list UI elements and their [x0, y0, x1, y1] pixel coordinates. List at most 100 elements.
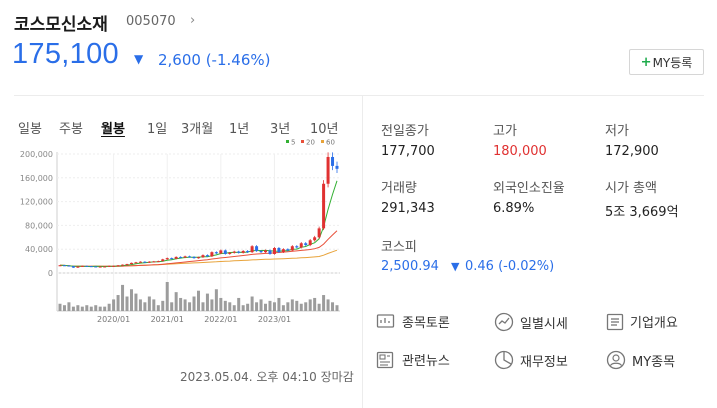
volume-bar [116, 295, 120, 311]
candle-body [228, 252, 232, 254]
candle-body [103, 266, 107, 268]
candle-body [138, 261, 142, 263]
kospi-value[interactable]: 2,500.94 [381, 259, 439, 274]
tab-daily[interactable]: 일봉 [18, 122, 42, 137]
tab-10years[interactable]: 10년 [310, 122, 339, 137]
tab-3years[interactable]: 3년 [270, 122, 291, 137]
news-icon [376, 351, 394, 368]
candle-body [304, 243, 308, 246]
candle-body [174, 256, 178, 259]
volume-bar [147, 296, 151, 311]
candle-body [121, 264, 125, 266]
down-arrow-icon: ▼ [134, 52, 144, 66]
stat-label: 시가 총액 [605, 181, 657, 196]
add-my-stock-label: MY등록 [652, 55, 693, 70]
candle-body [165, 258, 169, 260]
candle-body [112, 265, 116, 267]
add-my-stock-button[interactable]: + MY등록 [629, 49, 704, 75]
stat-high: 고가 180,000 [493, 120, 603, 159]
link-related-news[interactable]: 관련뉴스 [376, 350, 450, 369]
candle-body [67, 265, 71, 267]
volume-bar [170, 302, 174, 311]
legend-swatch [321, 140, 324, 143]
volume-bar [268, 300, 272, 311]
stat-value: 180,000 [493, 144, 547, 159]
x-tick-label: 2021/01 [151, 315, 184, 324]
stock-code[interactable]: 005070 [126, 14, 176, 29]
link-label: 기업개요 [630, 316, 678, 331]
volume-bar [223, 300, 227, 311]
volume-bar [121, 284, 125, 311]
link-label: 종목토론 [402, 316, 450, 331]
chevron-right-icon[interactable]: › [190, 13, 196, 28]
tab-1day[interactable]: 1일 [147, 122, 168, 137]
y-tick-label: 120,000 [20, 198, 53, 207]
legend-swatch [301, 140, 304, 143]
candle-body [94, 266, 98, 268]
candle-body [219, 250, 223, 254]
volume-bar [277, 297, 281, 311]
volume-bar [129, 289, 133, 311]
volume-bar [335, 305, 339, 311]
legend-label: 20 [306, 139, 315, 147]
candle-body [98, 266, 102, 268]
candle-body [299, 243, 303, 248]
stat-volume: 거래량 291,343 [381, 177, 491, 216]
candle-body [80, 265, 84, 267]
current-price: 175,100 [12, 38, 119, 70]
volume-bar [67, 302, 71, 311]
stat-label: 외국인소진율 [493, 181, 565, 196]
link-discussion[interactable]: 종목토론 [376, 312, 450, 331]
link-daily-price[interactable]: 일별시세 [494, 312, 568, 332]
x-tick-label: 2023/01 [258, 315, 291, 324]
volume-bar [143, 302, 147, 311]
stat-value: 5조 3,669억 [605, 205, 679, 220]
discussion-icon [376, 313, 395, 328]
y-tick-label: 160,000 [20, 174, 53, 183]
candle-body [290, 246, 294, 251]
y-tick-label: 200,000 [20, 150, 53, 159]
link-company-overview[interactable]: 기업개요 [606, 312, 678, 331]
volume-bar [89, 306, 93, 311]
tab-1year[interactable]: 1년 [229, 122, 250, 137]
volume-bar [250, 296, 254, 311]
candle-body [255, 246, 259, 251]
candle-body [246, 250, 250, 253]
panel-divider [362, 96, 363, 408]
stat-label: 거래량 [381, 181, 417, 196]
candle-body [259, 250, 263, 253]
volume-bar [232, 305, 236, 311]
legend-swatch [286, 140, 289, 143]
tab-3months[interactable]: 3개월 [181, 122, 214, 137]
tab-weekly[interactable]: 주봉 [59, 122, 83, 137]
volume-bar [241, 305, 245, 311]
header-divider [14, 95, 704, 96]
x-axis-labels: 2020/01 2021/01 2022/01 2023/01 [97, 315, 291, 324]
candle-body [170, 258, 174, 260]
link-my-stocks[interactable]: MY종목 [606, 350, 675, 370]
volume-bar [255, 302, 259, 311]
stat-label: 고가 [493, 124, 517, 139]
volume-bar [205, 293, 209, 311]
x-tick-label: 2020/01 [97, 315, 130, 324]
kospi-change: 0.46 (-0.02%) [465, 259, 555, 274]
stock-header: 코스모신소재 005070 › 175,100 ▼ 2,600 (-1.46%)… [0, 0, 717, 96]
ma5-line [59, 180, 338, 268]
stat-foreign-ratio: 외국인소진율 6.89% [493, 177, 603, 216]
candle-body [322, 183, 326, 229]
link-financial-info[interactable]: 재무정보 [494, 350, 568, 370]
candle-body [308, 240, 312, 246]
volume-bar [80, 306, 84, 311]
tab-monthly[interactable]: 월봉 [101, 122, 125, 137]
stock-name[interactable]: 코스모신소재 [14, 15, 108, 35]
volume-bar [94, 305, 98, 311]
legend-label: 60 [326, 139, 335, 147]
candle-body [317, 228, 321, 238]
stock-chart[interactable]: 200,000 160,000 120,000 80,000 40,000 0 2020/… [0, 138, 360, 332]
stat-value: 6.89% [493, 201, 535, 216]
price-change: 2,600 (-1.46%) [158, 51, 271, 69]
candle-body [214, 252, 218, 254]
candle-body [107, 265, 111, 267]
candle-body [188, 256, 192, 258]
candle-body [281, 249, 285, 253]
